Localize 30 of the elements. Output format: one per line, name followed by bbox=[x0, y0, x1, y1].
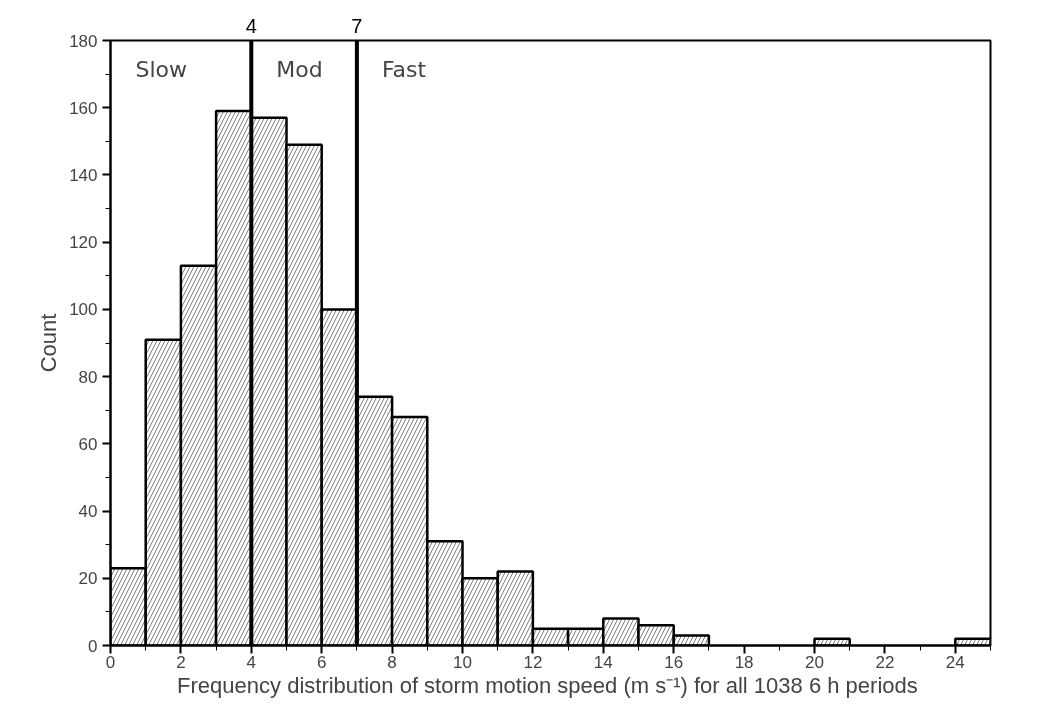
y-tick-label: 60 bbox=[78, 434, 98, 454]
x-tick-label: 20 bbox=[805, 652, 824, 672]
y-tick-label: 0 bbox=[88, 636, 98, 656]
y-tick-label: 80 bbox=[78, 367, 98, 387]
x-tick-label: 22 bbox=[875, 652, 895, 672]
x-tick-label: 10 bbox=[453, 652, 472, 672]
x-tick-label: 4 bbox=[246, 652, 257, 672]
ref-line-label: 4 bbox=[245, 14, 257, 37]
annotation: Fast bbox=[381, 56, 427, 82]
y-tick-label: 40 bbox=[78, 502, 98, 522]
annotation: Slow bbox=[135, 56, 188, 82]
y-tick-label: 160 bbox=[69, 98, 98, 118]
y-tick-label: 20 bbox=[78, 569, 98, 589]
x-tick-label: 8 bbox=[387, 652, 397, 672]
annotation: Mod bbox=[276, 56, 323, 82]
y-tick-label: 180 bbox=[69, 31, 98, 51]
y-tick-label: 140 bbox=[69, 165, 98, 185]
x-tick-label: 14 bbox=[593, 652, 613, 672]
ref-line-label: 7 bbox=[351, 14, 363, 37]
y-axis-title: Count bbox=[36, 313, 62, 373]
x-tick-label: 6 bbox=[316, 652, 327, 672]
x-axis-title: Frequency distribution of storm motion speed (m s⁻¹) for all 1038 6 h periods bbox=[177, 672, 918, 698]
y-tick-label: 100 bbox=[69, 300, 98, 320]
x-tick-label: 24 bbox=[945, 652, 965, 672]
y-tick-label: 120 bbox=[69, 233, 98, 253]
x-tick-label: 12 bbox=[523, 652, 543, 672]
x-tick-label: 16 bbox=[664, 652, 684, 672]
x-tick-label: 2 bbox=[176, 652, 186, 672]
x-tick-label: 0 bbox=[105, 652, 116, 672]
x-tick-label: 18 bbox=[734, 652, 754, 672]
